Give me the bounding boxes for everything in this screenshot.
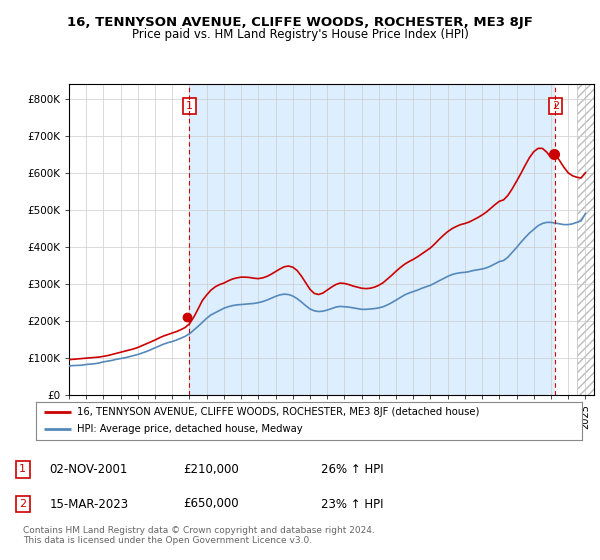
Text: HPI: Average price, detached house, Medway: HPI: Average price, detached house, Medw… [77, 424, 302, 435]
Text: Contains HM Land Registry data © Crown copyright and database right 2024.
This d: Contains HM Land Registry data © Crown c… [23, 526, 374, 545]
Text: 16, TENNYSON AVENUE, CLIFFE WOODS, ROCHESTER, ME3 8JF: 16, TENNYSON AVENUE, CLIFFE WOODS, ROCHE… [67, 16, 533, 29]
Text: £210,000: £210,000 [183, 463, 239, 476]
Text: 1: 1 [186, 101, 193, 111]
Text: 26% ↑ HPI: 26% ↑ HPI [321, 463, 383, 476]
Text: 1: 1 [19, 464, 26, 474]
Text: 2: 2 [552, 101, 559, 111]
Text: 02-NOV-2001: 02-NOV-2001 [49, 463, 128, 476]
Text: £650,000: £650,000 [183, 497, 239, 511]
Text: 2: 2 [19, 499, 26, 509]
Text: 15-MAR-2023: 15-MAR-2023 [49, 497, 128, 511]
Bar [190, 84, 555, 395]
Text: 16, TENNYSON AVENUE, CLIFFE WOODS, ROCHESTER, ME3 8JF (detached house): 16, TENNYSON AVENUE, CLIFFE WOODS, ROCHE… [77, 407, 479, 417]
Text: 23% ↑ HPI: 23% ↑ HPI [321, 497, 383, 511]
Text: Price paid vs. HM Land Registry's House Price Index (HPI): Price paid vs. HM Land Registry's House … [131, 28, 469, 41]
